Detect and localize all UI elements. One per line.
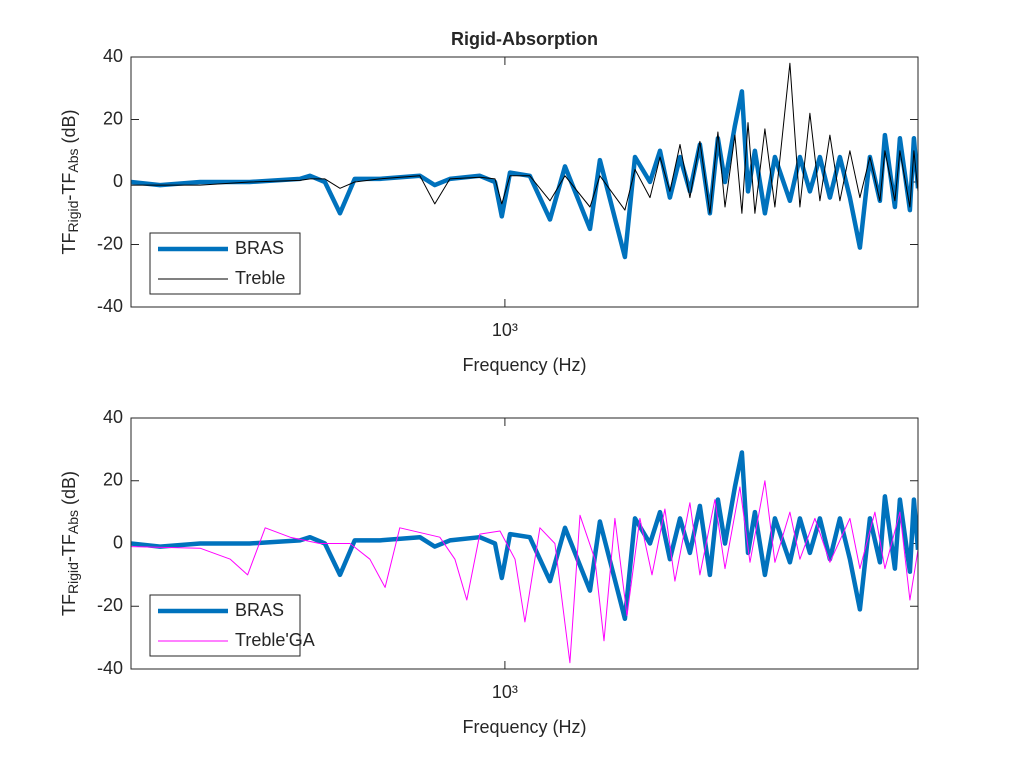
series-line bbox=[131, 62, 918, 214]
axes-frame bbox=[130, 56, 919, 308]
legend-label: Treble'GA bbox=[235, 630, 315, 650]
y-tick-label: 20 bbox=[103, 470, 123, 490]
y-tick-label: 0 bbox=[113, 532, 123, 552]
x-tick-label: 10³ bbox=[492, 682, 518, 702]
legend-label: BRAS bbox=[235, 600, 284, 620]
chart-title: Rigid-Absorption bbox=[451, 29, 598, 49]
x-axis-label: Frequency (Hz) bbox=[462, 355, 586, 375]
y-axis-label-part: (dB) bbox=[59, 471, 79, 510]
series-line bbox=[131, 480, 918, 664]
y-axis-label-part: Rigid bbox=[65, 562, 81, 594]
x-tick-label: 10³ bbox=[492, 320, 518, 340]
y-tick-label: 0 bbox=[113, 171, 123, 191]
legend-box bbox=[149, 232, 301, 295]
y-axis-label-part: Abs bbox=[65, 149, 81, 173]
y-axis-label-part: Abs bbox=[65, 510, 81, 534]
legend-label: BRAS bbox=[235, 238, 284, 258]
series-line bbox=[131, 450, 918, 622]
y-axis-label-part: -TF bbox=[59, 173, 79, 201]
y-axis-label-part: -TF bbox=[59, 534, 79, 562]
y-axis-label: TFRigid-TFAbs (dB) bbox=[59, 471, 81, 616]
y-tick-label: 40 bbox=[103, 46, 123, 66]
y-tick-label: -20 bbox=[97, 595, 123, 615]
y-tick-label: 20 bbox=[103, 108, 123, 128]
axes-frame bbox=[130, 417, 919, 670]
y-axis-label-part: (dB) bbox=[59, 109, 79, 148]
legend-box bbox=[149, 594, 301, 657]
y-tick-label: -40 bbox=[97, 658, 123, 678]
y-axis-label: TFRigid-TFAbs (dB) bbox=[59, 109, 81, 254]
y-axis-label-part: TF bbox=[59, 233, 79, 255]
y-axis-label-part: TF bbox=[59, 594, 79, 616]
y-tick-label: -40 bbox=[97, 296, 123, 316]
y-tick-label: 40 bbox=[103, 407, 123, 427]
legend-label: Treble bbox=[235, 268, 285, 288]
x-axis-label: Frequency (Hz) bbox=[462, 717, 586, 737]
y-tick-label: -20 bbox=[97, 233, 123, 253]
y-axis-label-part: Rigid bbox=[65, 201, 81, 233]
